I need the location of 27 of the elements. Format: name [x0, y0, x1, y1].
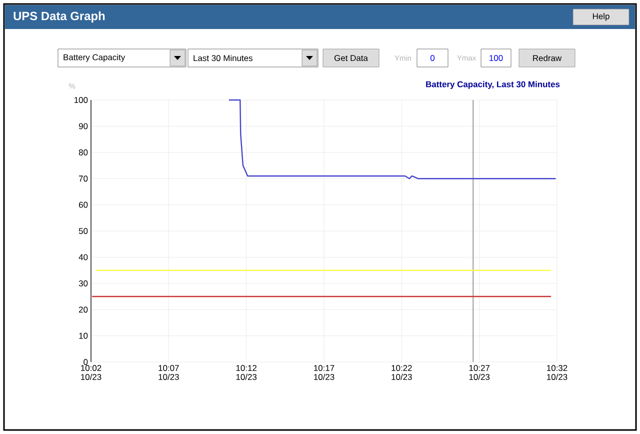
text: Last 30 Minutes: [194, 54, 252, 62]
chart-subtitle: Battery Capacity, Last 30 Minutes: [426, 81, 560, 89]
x-tick-label: 10:17 10/23: [314, 365, 334, 380]
text: 100: [490, 55, 503, 61]
x-tick-label: 10:12 10/23: [236, 365, 257, 380]
y-tick-label: 30: [78, 280, 88, 286]
y-tick-label: 100: [74, 97, 88, 103]
y-tick-label: 20: [78, 306, 88, 313]
x-tick-label: 10:32 10/23: [547, 365, 568, 380]
y-tick-label: 0: [84, 359, 88, 365]
chart-title: UPS Data Graph: [14, 11, 105, 23]
y-tick-label: 10: [79, 332, 88, 339]
text: Battery Capacity: [64, 54, 126, 62]
x-tick-label: 10:07 10/23: [158, 365, 179, 380]
y-tick-label: 50: [78, 228, 88, 234]
y-tick-label: 80: [78, 149, 88, 156]
y-tick-label: 40: [78, 254, 88, 260]
y-tick-label: 60: [78, 202, 88, 208]
text: Get Data: [334, 55, 368, 61]
text: Redraw: [533, 54, 562, 62]
text: Help: [592, 13, 610, 21]
x-tick-label: 10:22 10/23: [392, 365, 412, 380]
x-tick-label: 10:27 10/23: [469, 365, 490, 380]
x-tick-label: 10:02 10/23: [81, 365, 102, 380]
y-tick-label: 90: [78, 123, 88, 130]
y-tick-label: 70: [78, 176, 88, 182]
text: 0: [430, 55, 435, 61]
